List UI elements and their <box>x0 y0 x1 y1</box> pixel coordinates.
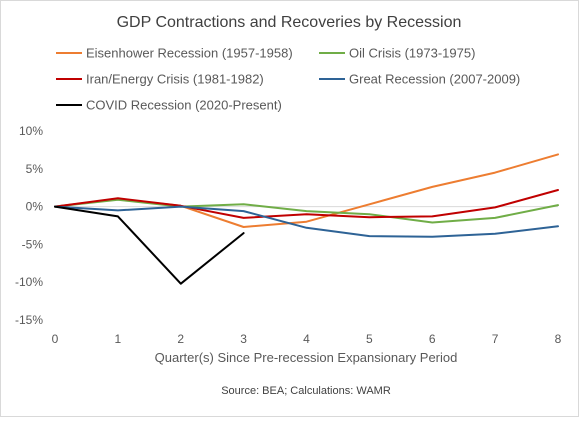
x-tick-label: 2 <box>177 332 184 346</box>
legend-label: Oil Crisis (1973-1975) <box>349 46 475 61</box>
legend: Eisenhower Recession (1957-1958) Oil Cris… <box>56 46 520 113</box>
x-tick-label: 5 <box>366 332 373 346</box>
legend-label: Great Recession (2007-2009) <box>349 72 520 87</box>
x-axis: 0 1 2 3 4 5 6 7 8 <box>52 332 562 346</box>
legend-label: COVID Recession (2020-Present) <box>86 98 282 113</box>
source-note: Source: BEA; Calculations: WAMR <box>221 385 391 397</box>
series-line <box>54 189 559 219</box>
x-tick-label: 0 <box>52 332 59 346</box>
x-tick-label: 8 <box>555 332 562 346</box>
x-tick-label: 4 <box>303 332 310 346</box>
series-line <box>54 153 559 228</box>
chart-title: GDP Contractions and Recoveries by Reces… <box>117 14 462 31</box>
legend-label: Iran/Energy Crisis (1981-1982) <box>86 72 264 87</box>
x-axis-label: Quarter(s) Since Pre-recession Expansion… <box>155 350 458 365</box>
legend-label: Eisenhower Recession (1957-1958) <box>86 46 293 61</box>
x-tick-label: 3 <box>240 332 247 346</box>
y-tick-label: 5% <box>26 162 44 176</box>
y-tick-label: -5% <box>22 237 44 251</box>
y-tick-label: 0% <box>26 200 44 214</box>
y-tick-label: 10% <box>19 124 43 138</box>
series-line <box>54 205 245 285</box>
x-tick-label: 7 <box>492 332 499 346</box>
y-axis: 10% 5% 0% -5% -10% -15% <box>15 124 43 327</box>
x-tick-label: 6 <box>429 332 436 346</box>
series-line <box>54 198 559 224</box>
y-tick-label: -15% <box>15 313 43 327</box>
series-line <box>54 205 559 238</box>
y-tick-label: -10% <box>15 275 43 289</box>
plot-area <box>54 153 559 285</box>
x-tick-label: 1 <box>115 332 122 346</box>
